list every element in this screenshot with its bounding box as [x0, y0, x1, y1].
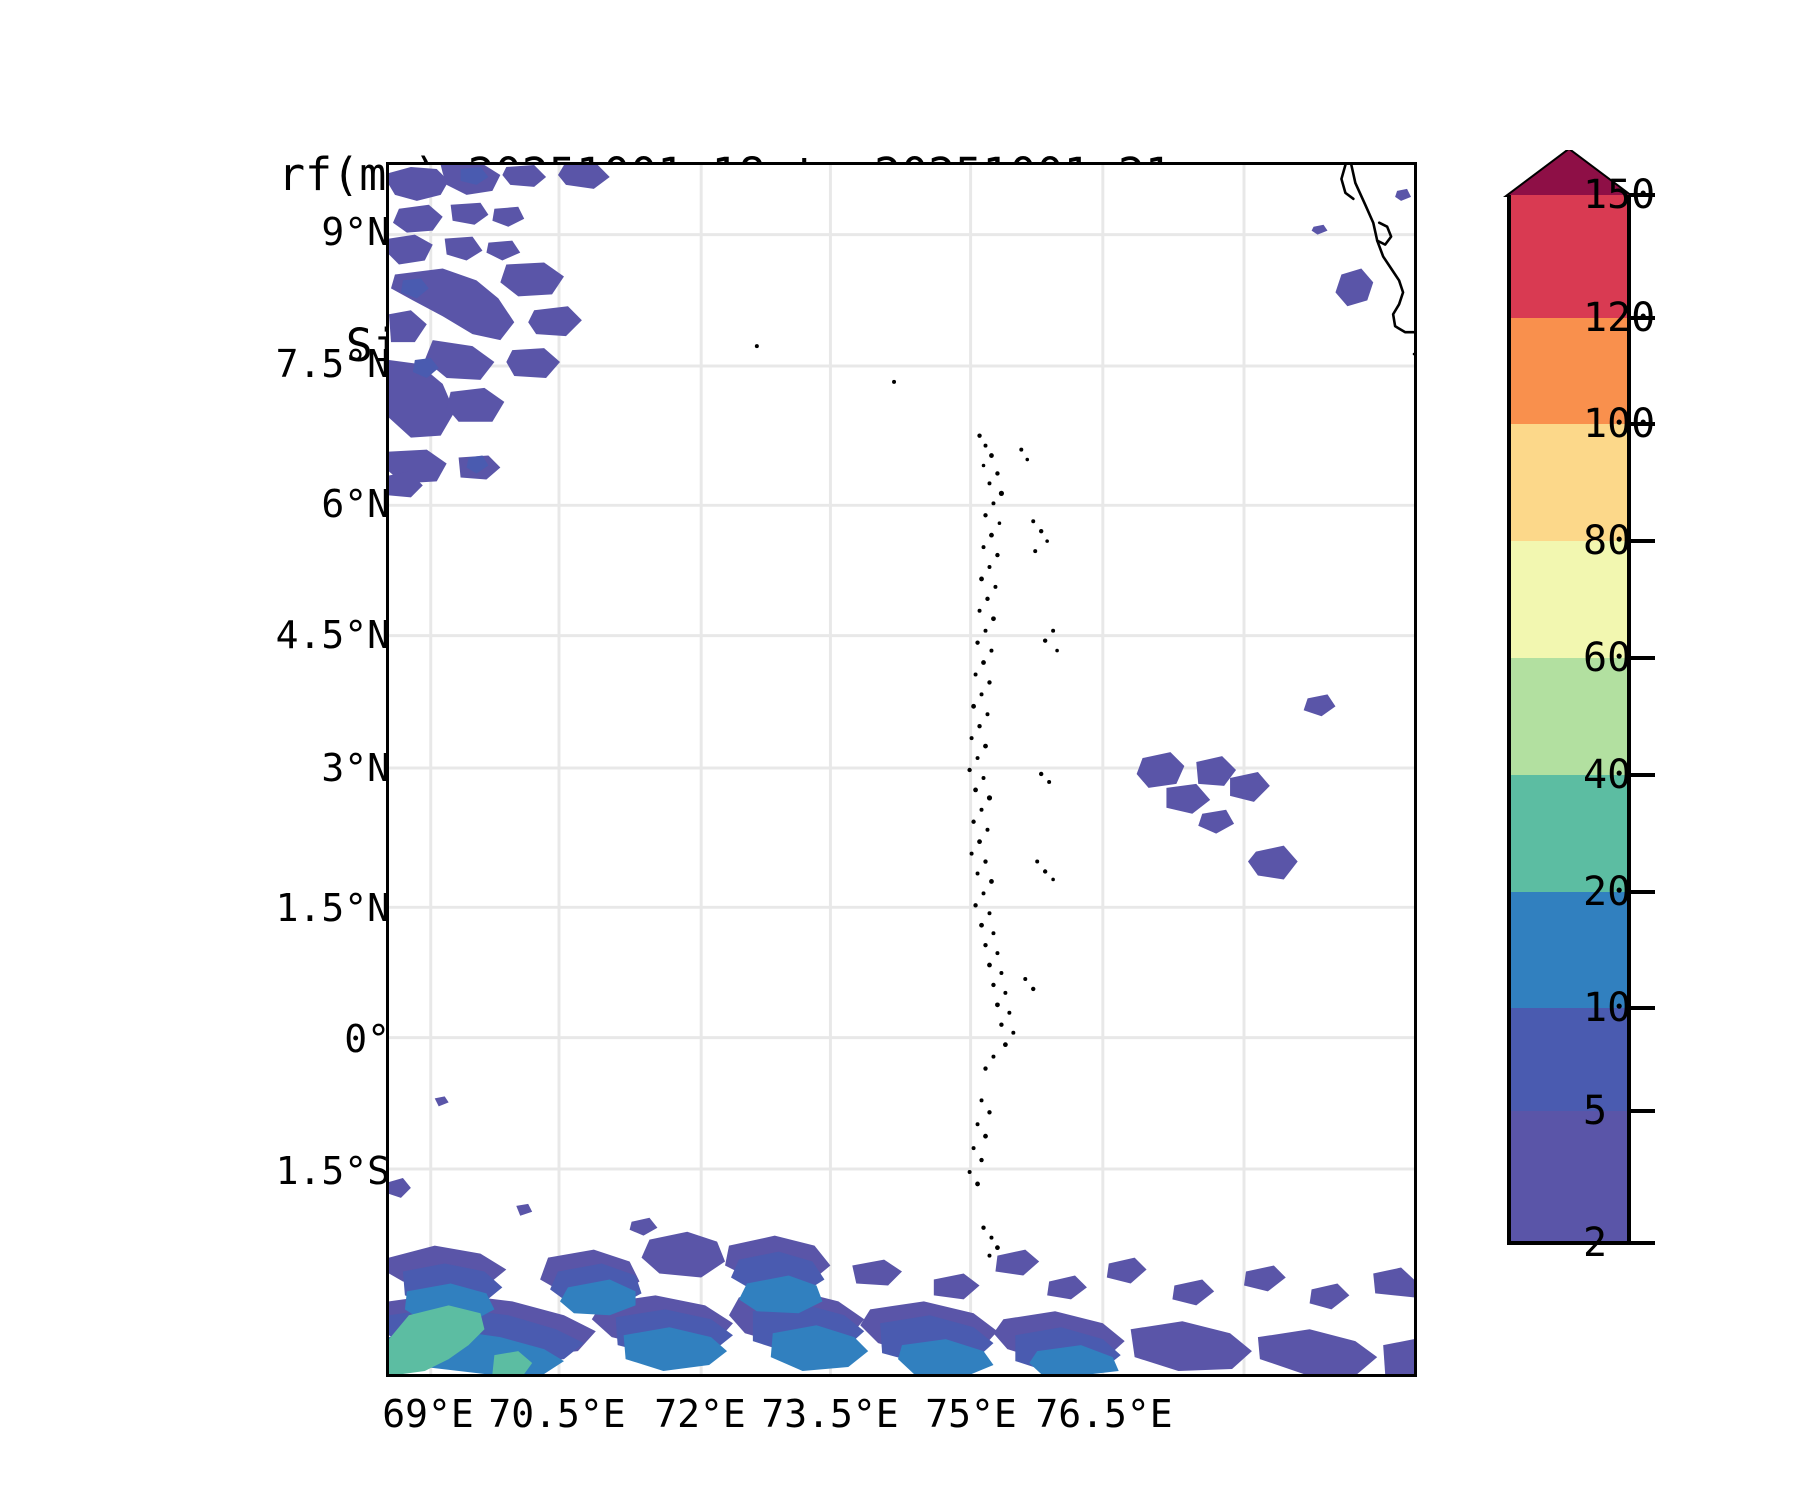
map-canvas — [389, 165, 1414, 1374]
colorbar-tick-label: 10 — [1583, 985, 1632, 1031]
ytick-label: 6°N — [321, 482, 390, 526]
colorbar-tick-label: 120 — [1583, 295, 1656, 341]
ytick-label: 3°N — [321, 746, 390, 790]
colorbar-outline — [1507, 195, 1631, 1245]
xtick-label: 70.5°E — [488, 1392, 626, 1436]
colorbar-tick-label: 100 — [1583, 401, 1656, 447]
map-plot-area — [386, 162, 1417, 1377]
ytick-label: 1.5°S — [275, 1149, 390, 1193]
colorbar-tick-label: 20 — [1583, 869, 1632, 915]
island-specks — [754, 344, 1059, 1258]
ytick-label: 7.5°N — [275, 342, 390, 386]
colorbar-canvas — [1503, 150, 1655, 1245]
rainfall-contours — [389, 165, 1414, 1374]
colorbar-tick-label: 5 — [1583, 1088, 1608, 1134]
xtick-label: 75°E — [925, 1392, 1017, 1436]
ytick-label: 9°N — [321, 210, 390, 254]
colorbar-bands — [1509, 195, 1629, 1243]
colorbar-tick-label: 2 — [1583, 1220, 1608, 1266]
gridlines — [389, 165, 1414, 1374]
colorbar-tick-label: 40 — [1583, 752, 1632, 798]
coastlines — [1340, 165, 1414, 356]
colorbar-extend-arrow-fill — [1509, 150, 1629, 195]
colorbar-ticks — [1629, 193, 1655, 1245]
xtick-label: 76.5°E — [1035, 1392, 1173, 1436]
xtick-label: 72°E — [654, 1392, 746, 1436]
ytick-label: 4.5°N — [275, 613, 390, 657]
colorbar-tick-label: 60 — [1583, 635, 1632, 681]
colorbar-tick-label: 150 — [1583, 172, 1656, 218]
xtick-label: 73.5°E — [761, 1392, 899, 1436]
ytick-label: 0° — [344, 1017, 390, 1061]
map-clip — [389, 165, 1414, 1374]
colorbar-tick-label: 80 — [1583, 518, 1632, 564]
ytick-label: 1.5°N — [275, 886, 390, 930]
xtick-label: 69°E — [382, 1392, 474, 1436]
colorbar: 150 120 100 80 60 40 20 10 5 2 — [1503, 150, 1793, 1390]
